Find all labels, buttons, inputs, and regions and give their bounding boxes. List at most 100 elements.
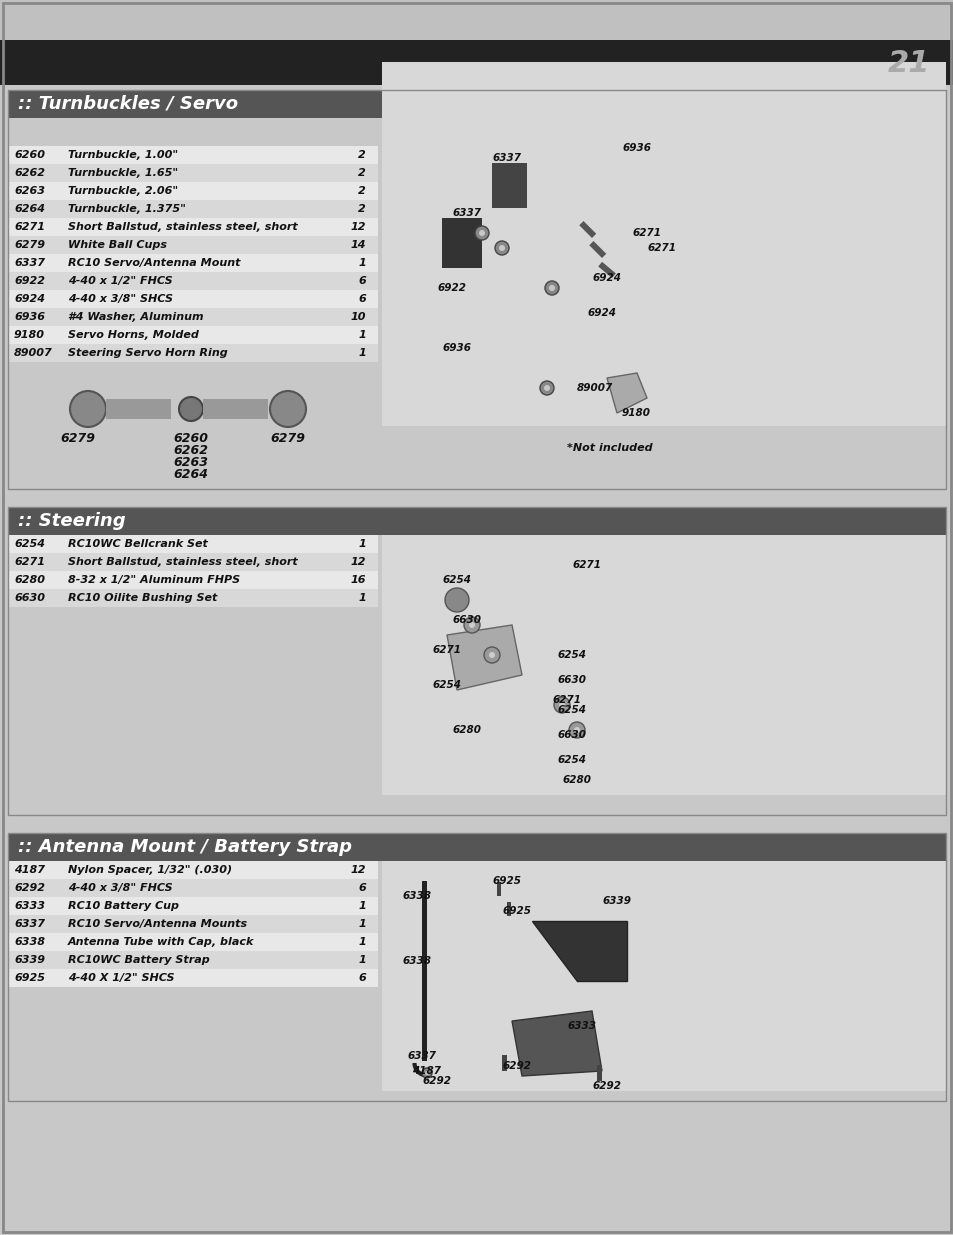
- Bar: [8, 345, 377, 362]
- Bar: [8, 861, 377, 879]
- Bar: [8, 326, 377, 345]
- Bar: [8, 832, 945, 1100]
- Text: 6630: 6630: [14, 593, 45, 603]
- Bar: [8, 915, 377, 932]
- Text: 14: 14: [350, 240, 366, 249]
- Text: 6271: 6271: [631, 228, 660, 238]
- Text: 6339: 6339: [14, 955, 45, 965]
- Text: RC10WC Battery Strap: RC10WC Battery Strap: [68, 955, 210, 965]
- Polygon shape: [512, 1011, 601, 1076]
- Text: 6925: 6925: [14, 973, 45, 983]
- Text: 1: 1: [358, 330, 366, 340]
- Bar: [381, 861, 945, 1091]
- Text: 6630: 6630: [557, 676, 585, 685]
- Bar: [598, 262, 616, 278]
- Text: 4187: 4187: [412, 1066, 440, 1076]
- Text: 6254: 6254: [441, 576, 471, 585]
- Polygon shape: [532, 921, 626, 981]
- Circle shape: [179, 396, 203, 421]
- Text: Antenna Tube with Cap, black: Antenna Tube with Cap, black: [68, 937, 254, 947]
- Text: 6279: 6279: [14, 240, 45, 249]
- Bar: [8, 90, 945, 119]
- Circle shape: [554, 697, 569, 713]
- Text: 2: 2: [358, 149, 366, 161]
- Text: 6271: 6271: [572, 559, 600, 571]
- Text: 1: 1: [358, 955, 366, 965]
- Text: 6337: 6337: [14, 258, 45, 268]
- Text: 12: 12: [350, 864, 366, 876]
- Bar: [8, 508, 945, 815]
- Text: 6: 6: [358, 883, 366, 893]
- Text: 6338: 6338: [14, 937, 45, 947]
- Text: 6279: 6279: [60, 432, 95, 446]
- Text: 10: 10: [350, 312, 366, 322]
- Text: :: Steering: :: Steering: [18, 513, 126, 530]
- Circle shape: [489, 652, 495, 658]
- Text: 9180: 9180: [14, 330, 45, 340]
- Circle shape: [544, 282, 558, 295]
- Text: 6337: 6337: [452, 207, 480, 219]
- Circle shape: [463, 618, 479, 634]
- Bar: [8, 308, 377, 326]
- Text: 6922: 6922: [436, 283, 465, 293]
- Circle shape: [495, 241, 509, 254]
- Text: 6280: 6280: [14, 576, 45, 585]
- Text: 6260: 6260: [14, 149, 45, 161]
- Bar: [8, 236, 377, 254]
- Bar: [8, 290, 377, 308]
- Text: 6254: 6254: [557, 705, 585, 715]
- Text: 6922: 6922: [14, 275, 45, 287]
- Text: White Ball Cups: White Ball Cups: [68, 240, 167, 249]
- Text: Turnbuckle, 2.06": Turnbuckle, 2.06": [68, 186, 178, 196]
- Text: 6292: 6292: [421, 1076, 451, 1086]
- Text: 1: 1: [358, 258, 366, 268]
- Bar: [8, 969, 377, 987]
- Text: 2: 2: [358, 186, 366, 196]
- Text: 6254: 6254: [557, 755, 585, 764]
- Bar: [597, 1065, 601, 1081]
- Circle shape: [478, 230, 484, 236]
- Text: 6264: 6264: [14, 204, 45, 214]
- Text: 6337: 6337: [14, 919, 45, 929]
- Bar: [8, 832, 945, 861]
- Bar: [8, 535, 377, 553]
- Text: 6936: 6936: [621, 143, 650, 153]
- Text: 6254: 6254: [557, 650, 585, 659]
- Bar: [441, 219, 481, 268]
- Text: 6263: 6263: [173, 457, 209, 469]
- Bar: [8, 90, 945, 489]
- Text: 6280: 6280: [452, 725, 480, 735]
- Text: 2: 2: [358, 204, 366, 214]
- Bar: [8, 571, 377, 589]
- Bar: [492, 163, 526, 207]
- Text: 4187: 4187: [14, 864, 45, 876]
- Bar: [8, 553, 377, 571]
- Bar: [497, 882, 500, 897]
- Bar: [8, 182, 377, 200]
- Text: 6271: 6271: [14, 557, 45, 567]
- Bar: [203, 399, 268, 419]
- Text: 9180: 9180: [621, 408, 650, 417]
- Text: 6292: 6292: [501, 1061, 531, 1071]
- Text: #4 Washer, Aluminum: #4 Washer, Aluminum: [68, 312, 203, 322]
- Circle shape: [270, 391, 306, 427]
- Bar: [8, 951, 377, 969]
- Text: 2: 2: [358, 168, 366, 178]
- Circle shape: [424, 1071, 429, 1074]
- Circle shape: [568, 722, 584, 739]
- Text: 6337: 6337: [407, 1051, 436, 1061]
- Circle shape: [543, 385, 550, 391]
- Text: RC10 Battery Cup: RC10 Battery Cup: [68, 902, 179, 911]
- Text: 6254: 6254: [432, 680, 460, 690]
- Text: 1: 1: [358, 538, 366, 550]
- Text: 4-40 X 1/2" SHCS: 4-40 X 1/2" SHCS: [68, 973, 174, 983]
- Text: 6333: 6333: [566, 1021, 596, 1031]
- Text: 1: 1: [358, 348, 366, 358]
- Text: 6924: 6924: [14, 294, 45, 304]
- Circle shape: [548, 285, 555, 291]
- Text: 6262: 6262: [14, 168, 45, 178]
- Polygon shape: [606, 373, 646, 412]
- Circle shape: [498, 245, 504, 251]
- Text: 21: 21: [886, 48, 929, 78]
- Circle shape: [558, 701, 564, 708]
